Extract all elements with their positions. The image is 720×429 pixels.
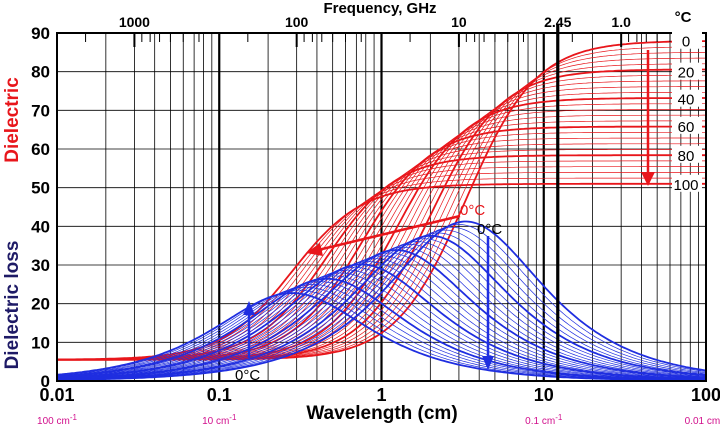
dielectric-loss-curve <box>56 244 707 380</box>
y-tick-label: 10 <box>31 333 50 352</box>
dielectric-loss-curve <box>56 226 707 381</box>
wavenumber-tick-label: 10 cm-1 <box>202 413 237 427</box>
dielectric-loss-curve <box>56 284 707 381</box>
wavenumber-value: 10 cm <box>202 416 229 427</box>
y-tick-label: 80 <box>31 63 50 82</box>
top-axis-tick-label: 1000 <box>119 14 150 30</box>
wavenumber-tick-label: 0.1 cm-1 <box>525 413 563 427</box>
temperature-label: 0 <box>682 34 690 51</box>
dielectric-loss-curve <box>56 224 707 381</box>
y-tick-label: 0 <box>41 372 50 391</box>
wavenumber-unit-exponent: -1 <box>229 413 237 422</box>
temperature-label-bg <box>672 145 702 163</box>
dielectric-constant-curve <box>57 166 706 360</box>
y-tick-label: 30 <box>31 256 50 275</box>
annotation-arrows <box>243 50 655 370</box>
x-axis-title: Wavelength (cm) <box>306 403 457 424</box>
top-axis-title: Frequency, GHz <box>323 0 436 17</box>
dielectric-loss-curve <box>56 266 707 380</box>
wavenumber-value: 0.01 cm <box>685 416 720 427</box>
axes <box>56 25 707 382</box>
red-diagonal-arrow <box>317 214 461 252</box>
x-tick-label: 1 <box>376 385 386 405</box>
dielectric-loss-curve <box>56 263 706 381</box>
temperature-label: 60 <box>678 119 695 136</box>
dielectric-loss-curve <box>56 272 707 381</box>
temperature-label: 100 <box>673 177 698 194</box>
y-axis-title-dielectric-loss: Dielectric loss <box>2 241 23 370</box>
dielectric-constant-curve <box>57 182 706 361</box>
temperature-label-bg <box>672 174 702 192</box>
top-axis-tick-label: 100 <box>285 14 309 30</box>
temperature-unit-label: °C <box>675 9 692 26</box>
blue-peak-arrowhead-up <box>243 301 255 315</box>
grid-lines <box>57 33 706 381</box>
annotation-0c-red: 0°C <box>460 202 485 219</box>
y-tick-label: 40 <box>31 217 50 236</box>
blue-peak-arrowhead-down <box>482 356 494 370</box>
annotation-0c-blue-low: 0°C <box>235 367 260 384</box>
red-temperature-arrowhead <box>641 172 655 186</box>
dielectric-loss-curve <box>56 234 707 381</box>
dielectric-constant-curve <box>57 172 706 360</box>
dielectric-loss-curve <box>56 255 707 379</box>
dielectric-loss-curve <box>56 281 707 381</box>
x-tick-label: 10 <box>534 385 554 405</box>
temperature-label-bg <box>672 116 702 134</box>
y-tick-label: 60 <box>31 140 50 159</box>
wavenumber-unit-exponent: -1 <box>555 413 563 422</box>
top-axis-tick-label: 10 <box>451 14 467 30</box>
red-diagonal-arrowhead <box>306 243 323 256</box>
temperature-label: 40 <box>678 92 695 109</box>
temperature-label: 20 <box>678 65 695 82</box>
dielectric-loss-curve <box>56 261 707 380</box>
top-axis-tick-label: 1.0 <box>611 14 631 30</box>
y-tick-label: 20 <box>31 295 50 314</box>
dielectric-loss-curve <box>56 258 707 380</box>
y-tick-label: 90 <box>31 24 50 43</box>
x-tick-label: 100 <box>691 385 720 405</box>
dielectric-loss-curve <box>56 269 706 380</box>
annotation-0c-blue-peak: 0°C <box>477 221 502 238</box>
wavenumber-unit-exponent: -1 <box>70 413 78 422</box>
wavenumber-value: 100 cm <box>37 416 70 427</box>
wavenumber-tick-label: 100 cm-1 <box>37 413 77 427</box>
temperature-label-bg <box>672 62 702 80</box>
y-tick-label: 70 <box>31 101 50 120</box>
temperature-label-bg <box>672 31 702 49</box>
temperature-label-bg <box>672 89 702 107</box>
x-tick-label: 0.1 <box>207 385 232 405</box>
wavenumber-value: 0.1 cm <box>525 416 555 427</box>
temperature-label: 80 <box>678 148 695 165</box>
dielectric-loss-curves <box>56 220 707 382</box>
dielectric-loss-curve <box>57 238 707 380</box>
dielectric-loss-curve <box>57 220 707 381</box>
x-tick-label: 0.01 <box>39 385 74 405</box>
dielectric-loss-curve <box>56 252 707 380</box>
dielectric-loss-curve <box>57 241 707 380</box>
dielectric-loss-curve <box>56 249 707 380</box>
dielectric-loss-curve <box>56 277 707 381</box>
y-tick-label: 50 <box>31 179 50 198</box>
wavenumber-tick-label: 0.01 cm-1 <box>685 413 720 427</box>
dielectric-loss-curve <box>56 292 706 382</box>
top-axis-tick-label: 2.45 <box>544 14 571 30</box>
y-axis-title-dielectric: Dielectric <box>2 77 23 163</box>
